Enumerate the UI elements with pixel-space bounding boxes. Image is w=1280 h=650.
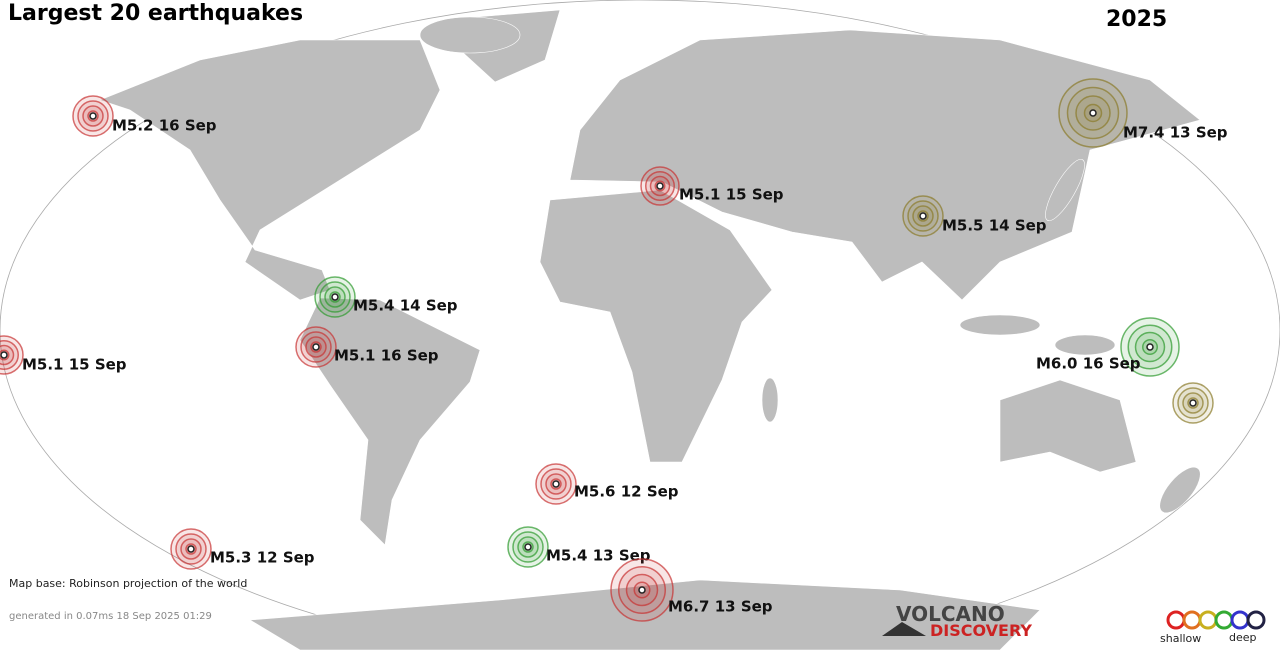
quake-center (89, 112, 97, 120)
map-base-note: Map base: Robinson projection of the wor… (9, 577, 247, 590)
quake-marker (640, 166, 680, 206)
quake-marker (72, 95, 114, 137)
quake-marker (0, 335, 24, 375)
quake-label: M5.5 14 Sep (942, 217, 1047, 235)
generated-note: generated in 0.07ms 18 Sep 2025 01:29 (9, 611, 212, 622)
quake-label: M5.4 13 Sep (546, 547, 651, 565)
quake-marker (507, 526, 549, 568)
quake-marker (295, 326, 337, 368)
quake-center (638, 586, 646, 594)
quake-marker (170, 528, 212, 570)
quake-center (656, 182, 664, 190)
quake-label: M5.3 12 Sep (210, 549, 315, 567)
quake-label: M5.1 15 Sep (22, 356, 127, 374)
logo-line1: VOLCANO (896, 602, 1005, 626)
quake-label: M5.4 14 Sep (353, 297, 458, 315)
quake-center (1089, 109, 1097, 117)
depth-legend (1166, 610, 1266, 630)
quake-label: M5.2 16 Sep (112, 117, 217, 135)
quake-marker (1058, 78, 1128, 148)
title: Largest 20 earthquakes (8, 1, 303, 26)
quake-label: M6.7 13 Sep (668, 598, 773, 616)
quake-center (312, 343, 320, 351)
quake-center (1189, 399, 1197, 407)
logo-line2: DISCOVERY (930, 621, 1032, 640)
quake-marker (1172, 382, 1214, 424)
legend-shallow: shallow (1160, 632, 1201, 645)
quake-center (187, 545, 195, 553)
legend-deep: deep (1229, 631, 1257, 644)
quake-center (331, 293, 339, 301)
quake-center (919, 212, 927, 220)
quake-marker (535, 463, 577, 505)
quake-label: M5.6 12 Sep (574, 483, 679, 501)
quake-center (552, 480, 560, 488)
quake-marker (314, 276, 356, 318)
quake-label: M5.1 16 Sep (334, 347, 439, 365)
quake-label: M6.0 16 Sep (1036, 355, 1141, 373)
year: 2025 (1106, 7, 1167, 32)
logo-mountain (882, 622, 926, 636)
landmasses (99, 9, 1201, 650)
quake-marker (610, 558, 674, 622)
quake-center (0, 351, 8, 359)
quake-label: M7.4 13 Sep (1123, 124, 1228, 142)
quake-center (524, 543, 532, 551)
quake-center (1146, 343, 1154, 351)
quake-marker (1120, 317, 1180, 377)
quake-marker (902, 195, 944, 237)
quake-label: M5.1 15 Sep (679, 186, 784, 204)
quakes: M5.2 16 Sep M7.4 13 Sep M5.1 15 Sep M5.5 14… (0, 78, 1228, 622)
